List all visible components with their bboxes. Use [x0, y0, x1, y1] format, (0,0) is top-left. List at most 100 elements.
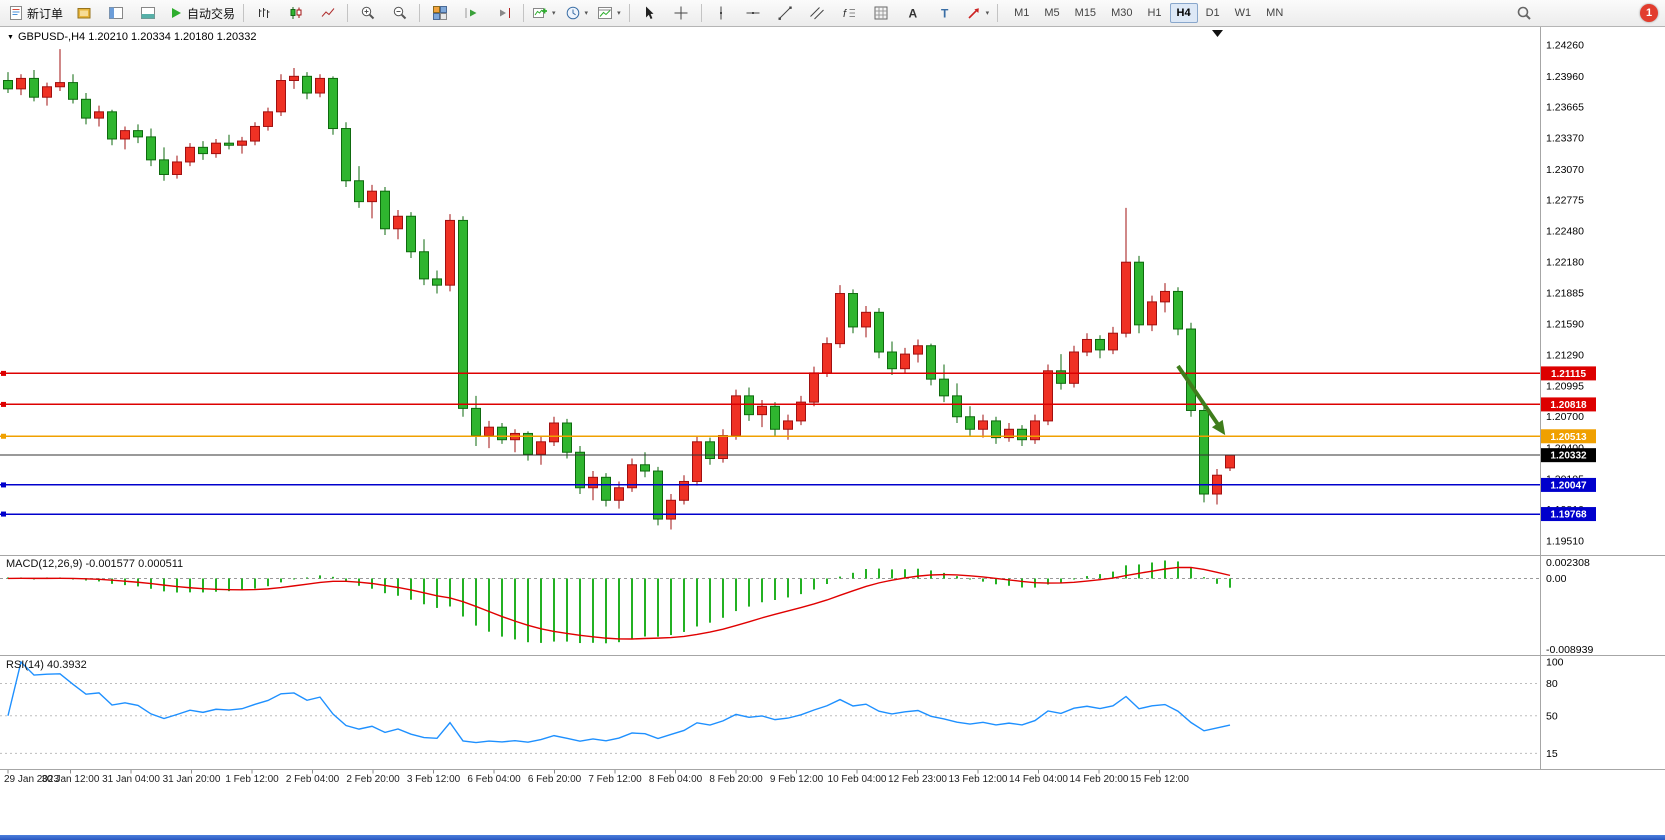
candle-body — [458, 219, 468, 409]
horizontal-line-tool-icon[interactable] — [738, 1, 769, 25]
timeframe-H1[interactable]: H1 — [1147, 7, 1162, 19]
candle-body — [406, 215, 416, 253]
fibonacci-tool-icon[interactable]: f — [834, 1, 865, 25]
timeframe-MN[interactable]: MN — [1266, 7, 1284, 19]
candle-body — [796, 401, 806, 422]
candle-body — [185, 146, 195, 163]
candle-body — [1004, 428, 1014, 439]
channel-tool-icon[interactable] — [802, 1, 833, 25]
trendline-tool-icon[interactable] — [770, 1, 801, 25]
sell-arrow[interactable] — [1176, 364, 1221, 428]
auto-scroll-icon[interactable] — [456, 1, 487, 25]
candle-body — [81, 98, 91, 119]
candle-body — [1095, 338, 1105, 351]
date-label: 6 Feb 20:00 — [528, 774, 582, 785]
candle-body — [1173, 290, 1183, 330]
candle-body — [94, 111, 104, 119]
candlestick-chart-icon[interactable] — [280, 1, 311, 25]
line-handle[interactable] — [1, 370, 6, 376]
rsi-pane-label: RSI(14) 40.3932 — [6, 659, 87, 671]
candle-body — [952, 395, 962, 418]
crosshair-tool-icon[interactable] — [666, 1, 697, 25]
new-order-button[interactable]: 新订单 — [4, 1, 67, 25]
macd-pane[interactable] — [0, 556, 1540, 654]
candle-body — [172, 161, 182, 175]
symbol-ohlc-text: GBPUSD-,H4 1.20210 1.20334 1.20180 1.203… — [17, 31, 257, 43]
chart-header: ▼ GBPUSD-,H4 1.20210 1.20334 1.20180 1.2… — [7, 31, 256, 43]
chart-main-pane[interactable] — [0, 28, 1540, 554]
candle-body — [354, 180, 364, 203]
candle-body — [731, 395, 741, 437]
rsi-level-label: 50 — [1546, 710, 1558, 722]
candle-body — [991, 420, 1001, 439]
rsi-pane[interactable] — [0, 656, 1540, 769]
macd-scale-zero: 0.00 — [1546, 573, 1567, 585]
candle-body — [1134, 261, 1144, 326]
toolbar-separator — [347, 4, 349, 22]
candle-body — [783, 420, 793, 430]
candle-body — [42, 86, 52, 98]
price-scale-label: 1.24260 — [1546, 40, 1584, 52]
price-line-tag — [1541, 366, 1596, 381]
timeframe-M5[interactable]: M5 — [1044, 7, 1060, 19]
vertical-line-tool-icon[interactable] — [706, 1, 737, 25]
taskbar-edge — [0, 835, 1665, 840]
arrow-tools-button[interactable] — [962, 1, 994, 25]
label-tool-icon[interactable]: T — [930, 1, 961, 25]
objects-grid-icon[interactable] — [866, 1, 897, 25]
bid-price-tag — [1541, 448, 1596, 463]
candle-body — [146, 136, 156, 161]
price-scale-label: 1.22775 — [1546, 195, 1584, 207]
market-watch-icon[interactable] — [68, 1, 99, 25]
auto-trading-button[interactable]: 自动交易 — [164, 1, 239, 25]
price-scale-label: 1.21885 — [1546, 288, 1584, 300]
price-line-tag — [1541, 507, 1596, 522]
price-scale-label: 1.23960 — [1546, 71, 1584, 83]
timeframe-W1[interactable]: W1 — [1234, 7, 1252, 19]
line-chart-icon[interactable] — [312, 1, 343, 25]
candle-body — [250, 125, 260, 142]
sell-arrow-head[interactable] — [1211, 419, 1226, 436]
candle-body — [822, 343, 832, 374]
notification-badge[interactable]: 1 — [1640, 4, 1658, 22]
line-handle[interactable] — [1, 482, 6, 488]
timeframe-M15[interactable]: M15 — [1074, 7, 1097, 19]
new-chart-button[interactable] — [528, 1, 560, 25]
terminal-icon[interactable] — [132, 1, 163, 25]
line-handle[interactable] — [1, 401, 6, 407]
line-handle[interactable] — [1, 511, 6, 517]
timeframe-H4[interactable]: H4 — [1169, 3, 1198, 23]
scroll-to-end-marker[interactable] — [1212, 30, 1223, 37]
candle-body — [328, 77, 338, 130]
candle-body — [1056, 370, 1066, 384]
date-label: 6 Feb 04:00 — [467, 774, 521, 785]
price-scale-label: 1.22480 — [1546, 225, 1584, 237]
candle-body — [445, 219, 455, 286]
candle-body — [1160, 290, 1170, 303]
chart-shift-icon[interactable] — [488, 1, 519, 25]
zoom-in-icon[interactable] — [352, 1, 383, 25]
bar-chart-icon[interactable] — [248, 1, 279, 25]
candle-body — [978, 420, 988, 430]
price-scale-label: 1.20700 — [1546, 411, 1584, 423]
candle-body — [3, 80, 13, 90]
period-button[interactable] — [561, 1, 593, 25]
timeframe-M30[interactable]: M30 — [1111, 7, 1133, 19]
template-button[interactable] — [593, 1, 625, 25]
tile-windows-icon[interactable] — [424, 1, 455, 25]
zoom-out-icon[interactable] — [384, 1, 415, 25]
text-tool-icon[interactable]: A — [898, 1, 929, 25]
candle-body — [211, 142, 221, 155]
timeframe-D1[interactable]: D1 — [1205, 7, 1220, 19]
date-label: 1 Feb 12:00 — [225, 774, 279, 785]
navigator-icon[interactable] — [100, 1, 131, 25]
cursor-tool-icon[interactable] — [634, 1, 665, 25]
search-icon[interactable] — [1508, 1, 1539, 25]
candle-body — [16, 77, 26, 90]
date-label: 12 Feb 23:00 — [888, 774, 947, 785]
line-handle[interactable] — [1, 433, 6, 439]
new-order-label: 新订单 — [27, 6, 64, 21]
chart-collapse-icon[interactable]: ▼ — [7, 33, 14, 41]
timeframe-M1[interactable]: M1 — [1014, 7, 1030, 19]
